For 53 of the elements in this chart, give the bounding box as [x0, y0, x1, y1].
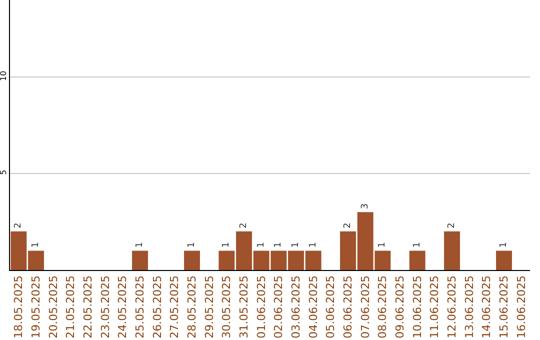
data-label: 1	[291, 242, 301, 248]
x-tick-label: 30.05.2025	[220, 275, 234, 338]
x-tick-label: 24.05.2025	[116, 275, 130, 338]
data-label: 1	[135, 242, 145, 248]
x-tick-label: 07.06.2025	[358, 275, 372, 338]
data-label: 2	[239, 222, 249, 228]
x-tick-label: 26.05.2025	[150, 275, 164, 338]
data-label: 1	[31, 242, 41, 248]
y-tick-label: 5	[0, 170, 8, 175]
bar	[409, 250, 426, 270]
data-label: 1	[274, 242, 284, 248]
x-tick-label: 31.05.2025	[238, 275, 251, 338]
x-tick-label: 09.06.2025	[394, 275, 407, 338]
x-tick-label: 23.05.2025	[98, 275, 112, 338]
data-label: 2	[447, 222, 457, 228]
x-tick-label: 19.05.2025	[30, 275, 43, 338]
x-tick-label: 25.05.2025	[134, 275, 147, 338]
y-tick-label: 10	[0, 70, 8, 82]
data-label: 1	[378, 242, 388, 248]
data-label: 1	[499, 242, 509, 248]
data-label: 1	[308, 242, 318, 248]
bar	[132, 250, 148, 270]
data-label: 1	[187, 242, 197, 248]
data-label: 2	[343, 222, 353, 228]
x-tick-label: 03.06.2025	[290, 275, 303, 338]
data-label: 1	[222, 242, 232, 248]
x-tick-label: 18.05.2025	[12, 275, 26, 338]
x-tick-label: 12.06.2025	[446, 275, 459, 338]
x-tick-label: 27.05.2025	[168, 275, 182, 338]
x-tick-label: 11.06.2025	[428, 275, 442, 338]
data-label: 2	[14, 222, 24, 228]
x-tick-label: 13.06.2025	[462, 275, 476, 338]
x-tick-label: 10.06.2025	[410, 275, 424, 338]
data-label: 1	[256, 242, 266, 248]
x-tick-label: 22.05.2025	[82, 275, 95, 338]
x-tick-label: 15.06.2025	[498, 275, 511, 338]
x-tick-label: 02.06.2025	[272, 275, 286, 338]
x-tick-label: 20.05.2025	[46, 275, 60, 338]
x-tick-label: 01.06.2025	[254, 275, 268, 338]
x-tick-label: 29.05.2025	[202, 275, 216, 338]
x-tick-label: 14.06.2025	[480, 275, 494, 338]
bar	[444, 231, 460, 270]
data-label: 1	[412, 242, 422, 248]
x-tick-label: 16.06.2025	[514, 275, 528, 338]
x-tick-label: 21.05.2025	[64, 275, 78, 338]
x-tick-label: 04.06.2025	[306, 275, 320, 338]
x-tick-label: 05.06.2025	[324, 275, 338, 338]
x-tick-label: 28.05.2025	[186, 275, 199, 338]
bar	[184, 250, 200, 270]
x-tick-label: 08.06.2025	[376, 275, 390, 338]
data-label: 3	[360, 203, 370, 210]
x-tick-label: 06.06.2025	[342, 275, 355, 338]
bar	[496, 250, 512, 270]
